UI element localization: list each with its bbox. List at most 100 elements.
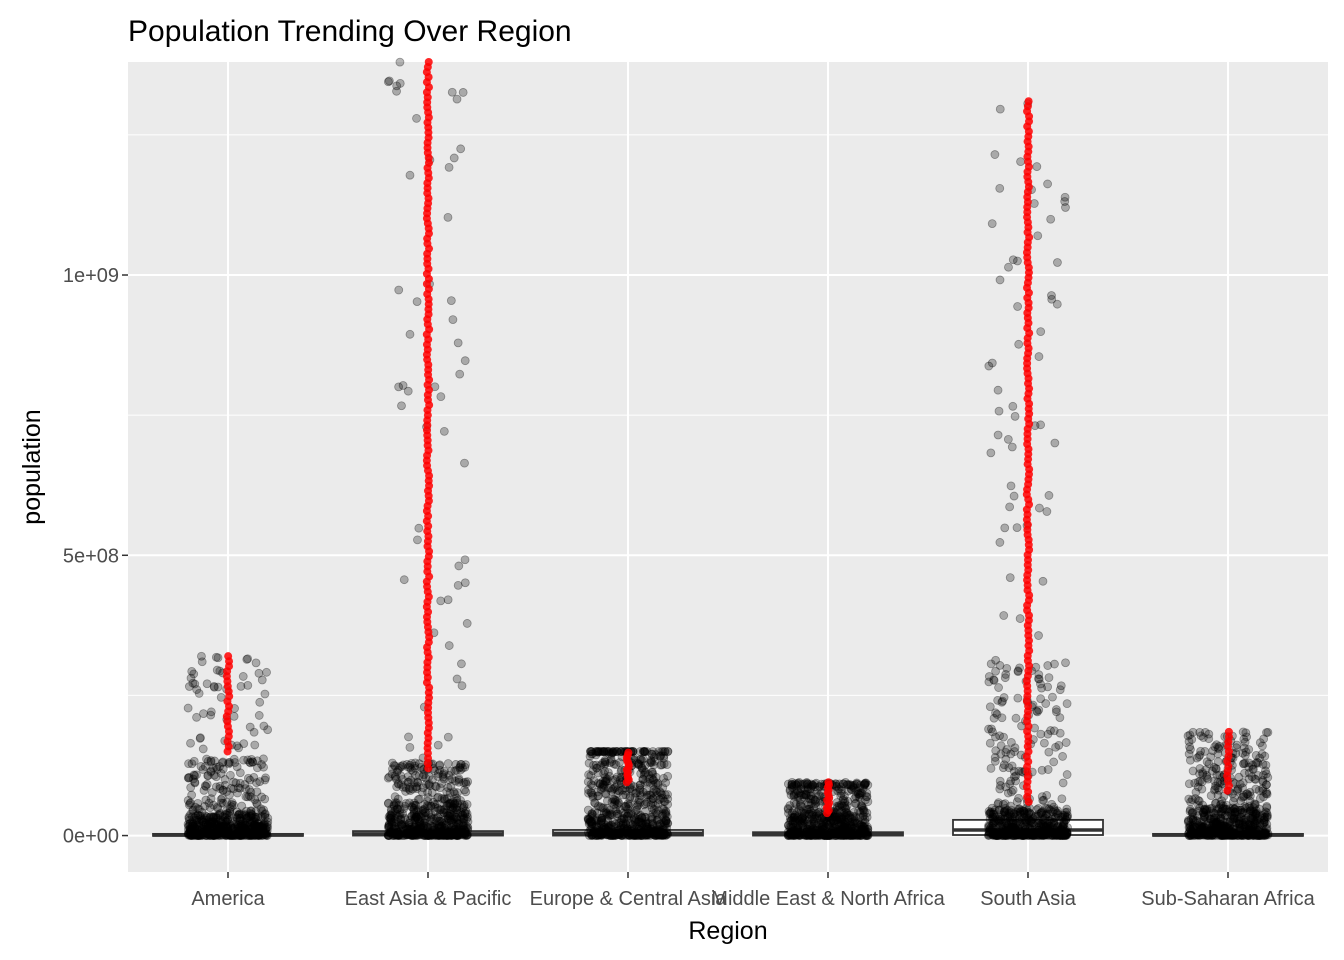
- data-point: [197, 651, 206, 661]
- data-point: [211, 824, 221, 834]
- data-point: [192, 815, 202, 825]
- data-point: [225, 804, 235, 813]
- data-point: [460, 458, 469, 468]
- data-point: [199, 830, 209, 840]
- data-point: [223, 823, 232, 832]
- data-point: [860, 780, 870, 790]
- data-point: [230, 817, 240, 827]
- data-point: [234, 809, 244, 819]
- data-point: [236, 819, 246, 829]
- data-point: [412, 826, 422, 836]
- data-point: [843, 828, 852, 838]
- data-point: [188, 805, 198, 815]
- data-point: [391, 800, 401, 810]
- data-point: [443, 783, 453, 793]
- data-point: [215, 815, 225, 825]
- data-point: [241, 806, 251, 816]
- data-point: [458, 88, 468, 97]
- x-tick-label: East Asia & Pacific: [345, 888, 512, 910]
- data-point: [221, 826, 231, 836]
- data-point: [386, 815, 396, 825]
- data-point: [204, 829, 213, 839]
- data-point: [411, 812, 421, 822]
- data-point: [217, 827, 227, 837]
- highlight-point: [424, 58, 433, 66]
- data-point: [207, 827, 217, 836]
- data-point: [850, 829, 860, 838]
- data-point: [246, 787, 256, 797]
- data-point: [1034, 804, 1043, 813]
- data-point: [408, 831, 418, 840]
- data-point: [243, 827, 253, 837]
- data-point: [198, 744, 208, 754]
- data-point: [437, 818, 447, 827]
- data-point: [455, 827, 465, 837]
- data-point: [1041, 811, 1051, 821]
- data-point: [200, 824, 210, 834]
- data-point: [227, 830, 236, 840]
- data-point: [452, 828, 462, 838]
- data-point: [457, 827, 466, 837]
- data-point: [186, 826, 196, 836]
- data-point: [441, 801, 451, 811]
- data-point: [640, 747, 649, 756]
- data-point: [796, 790, 806, 800]
- data-point: [243, 822, 253, 832]
- data-point: [263, 813, 273, 823]
- data-point: [252, 827, 262, 837]
- data-point: [235, 813, 245, 823]
- data-point: [436, 830, 446, 840]
- data-point: [256, 824, 265, 833]
- data-point: [414, 810, 423, 820]
- data-point: [1000, 673, 1010, 683]
- data-point: [383, 830, 393, 840]
- data-point: [593, 768, 603, 778]
- data-point: [409, 798, 419, 808]
- data-point: [458, 818, 467, 828]
- data-point: [587, 788, 597, 798]
- data-point: [193, 825, 203, 835]
- data-point: [985, 821, 994, 831]
- data-point: [250, 826, 260, 835]
- data-point: [206, 707, 216, 717]
- data-point: [393, 829, 403, 839]
- data-point: [1188, 820, 1198, 830]
- data-point: [824, 828, 833, 837]
- data-point: [995, 776, 1005, 786]
- data-point: [453, 830, 463, 840]
- data-point: [196, 814, 206, 823]
- data-point: [216, 795, 226, 804]
- data-point: [260, 818, 269, 828]
- data-point: [246, 806, 256, 816]
- data-point: [259, 829, 269, 839]
- data-point: [206, 831, 216, 840]
- data-point: [406, 830, 416, 840]
- data-point: [235, 825, 245, 835]
- data-point: [1238, 783, 1247, 793]
- data-point: [411, 782, 421, 792]
- data-point: [445, 811, 454, 821]
- data-point: [446, 830, 456, 840]
- data-point: [184, 825, 193, 835]
- data-point: [229, 754, 239, 764]
- data-point: [1011, 831, 1021, 840]
- data-point: [191, 815, 201, 825]
- data-point: [211, 772, 221, 782]
- data-point: [233, 822, 243, 832]
- data-point: [440, 815, 450, 825]
- data-point: [191, 811, 201, 821]
- data-point: [251, 658, 261, 668]
- data-point: [583, 814, 593, 823]
- data-point: [245, 757, 255, 767]
- data-point: [203, 756, 213, 766]
- data-point: [217, 830, 227, 840]
- data-point: [453, 798, 463, 808]
- data-point: [1225, 821, 1235, 831]
- data-point: [251, 829, 261, 839]
- data-point: [1003, 434, 1013, 444]
- data-point: [253, 831, 263, 840]
- data-point: [383, 799, 393, 808]
- data-point: [449, 153, 459, 163]
- data-point: [185, 799, 195, 808]
- data-point: [420, 819, 430, 828]
